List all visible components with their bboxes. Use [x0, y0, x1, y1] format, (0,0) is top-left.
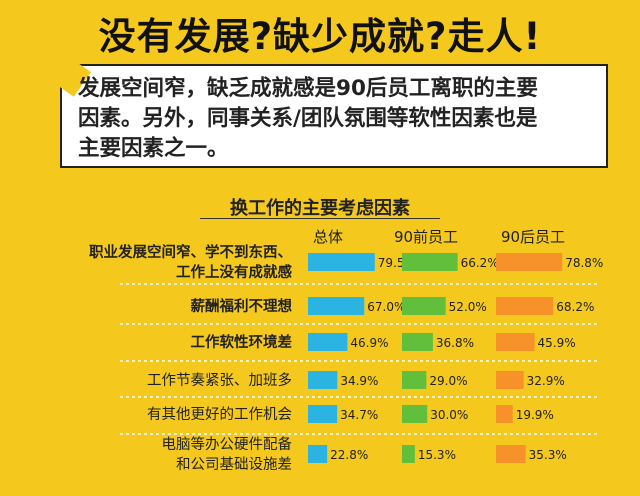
value-label-1-1: 52.0%: [449, 300, 487, 314]
chart-title: 换工作的主要考虑因素: [230, 198, 410, 219]
bar-4-0: [308, 405, 338, 423]
value-label-4-0: 34.7%: [340, 408, 378, 422]
value-label-3-2: 32.9%: [527, 374, 565, 388]
bar-2-0: [308, 333, 348, 351]
bar-3-1: [402, 371, 427, 389]
value-label-3-0: 34.9%: [340, 374, 378, 388]
value-label-5-0: 22.8%: [330, 448, 368, 462]
legend-2: 90后员工: [501, 228, 565, 246]
value-label-3-1: 29.0%: [429, 374, 467, 388]
bar-0-2: [496, 253, 563, 271]
intro-note: 发展空间窄，缺乏成就感是90后员工离职的主要 因素。另外，同事关系/团队氛围等软…: [60, 64, 608, 168]
bar-5-1: [402, 445, 415, 463]
value-label-5-1: 15.3%: [418, 448, 456, 462]
category-label-1-0: 薪酬福利不理想: [191, 297, 293, 315]
category-label-3-0: 工作节奏紧张、加班多: [147, 372, 292, 389]
bar-3-0: [308, 371, 338, 389]
legend-0: 总体: [313, 228, 343, 246]
value-label-2-1: 36.8%: [436, 336, 474, 350]
headline: 没有发展?缺少成就?走人!: [98, 15, 542, 58]
bar-2-2: [496, 333, 535, 351]
bar-4-1: [402, 405, 428, 423]
bar-2-1: [402, 333, 433, 351]
value-label-5-2: 35.3%: [529, 448, 567, 462]
title-underline: [200, 218, 440, 219]
bar-1-2: [496, 297, 554, 315]
category-label-5-0: 电脑等办公硬件配备: [162, 435, 293, 453]
category-label-0-1: 工作上没有成就感: [176, 263, 292, 281]
value-label-2-0: 46.9%: [350, 336, 388, 350]
bar-4-2: [496, 405, 513, 423]
category-label-5-1: 和公司基础设施差: [176, 456, 292, 473]
bar-1-1: [402, 297, 446, 315]
bar-5-0: [308, 445, 328, 463]
legend-1: 90前员工: [394, 228, 458, 246]
intro-line-2: 因素。另外，同事关系/团队氛围等软性因素也是: [78, 106, 538, 131]
value-label-1-2: 68.2%: [556, 300, 594, 314]
category-label-4-0: 有其他更好的工作机会: [147, 406, 292, 423]
intro-line-1: 发展空间窄，缺乏成就感是90后员工离职的主要: [78, 76, 538, 101]
intro-line-3: 主要因素之一。: [78, 136, 229, 161]
value-label-1-0: 67.0%: [367, 300, 405, 314]
value-label-4-2: 19.9%: [516, 408, 554, 422]
bar-0-1: [402, 253, 458, 271]
category-label-2-0: 工作软性环境差: [191, 333, 293, 351]
category-label-0-0: 职业发展空间窄、学不到东西、: [89, 243, 292, 261]
value-label-4-1: 30.0%: [430, 408, 468, 422]
bar-5-2: [496, 445, 526, 463]
bar-1-0: [308, 297, 365, 315]
value-label-2-2: 45.9%: [538, 336, 576, 350]
bar-0-0: [308, 253, 375, 271]
value-label-0-2: 78.8%: [565, 256, 603, 270]
value-label-0-1: 66.2%: [461, 256, 499, 270]
bar-3-2: [496, 371, 524, 389]
